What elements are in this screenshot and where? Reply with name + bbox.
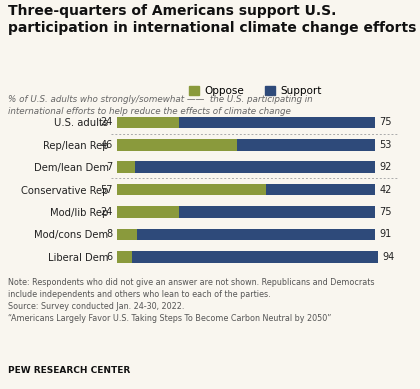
Text: Three-quarters of Americans support U.S.
participation in international climate : Three-quarters of Americans support U.S.… bbox=[8, 4, 417, 35]
Bar bbox=[135, 161, 375, 173]
Bar bbox=[137, 229, 375, 240]
Bar bbox=[116, 229, 137, 240]
Text: 8: 8 bbox=[107, 230, 113, 240]
Text: 42: 42 bbox=[379, 185, 392, 194]
Text: 24: 24 bbox=[100, 207, 113, 217]
Bar bbox=[179, 206, 375, 218]
Text: PEW RESEARCH CENTER: PEW RESEARCH CENTER bbox=[8, 366, 131, 375]
Text: 91: 91 bbox=[379, 230, 391, 240]
Text: 94: 94 bbox=[382, 252, 394, 262]
Text: Note: Respondents who did not give an answer are not shown. Republicans and Demo: Note: Respondents who did not give an an… bbox=[8, 278, 375, 322]
Bar bbox=[116, 161, 135, 173]
Bar bbox=[116, 251, 132, 263]
Bar bbox=[179, 117, 375, 128]
Text: 24: 24 bbox=[100, 117, 113, 127]
Text: 57: 57 bbox=[100, 185, 113, 194]
Legend: Oppose, Support: Oppose, Support bbox=[184, 82, 326, 100]
Text: 92: 92 bbox=[379, 162, 392, 172]
Bar bbox=[116, 117, 179, 128]
Text: 53: 53 bbox=[379, 140, 392, 150]
Text: 7: 7 bbox=[106, 162, 113, 172]
Text: % of U.S. adults who strongly/somewhat ——  the U.S. participating in
internation: % of U.S. adults who strongly/somewhat —… bbox=[8, 95, 313, 116]
Bar bbox=[237, 139, 375, 151]
Text: 46: 46 bbox=[100, 140, 113, 150]
Bar bbox=[116, 139, 237, 151]
Text: 6: 6 bbox=[107, 252, 113, 262]
Bar bbox=[116, 184, 265, 195]
Text: 75: 75 bbox=[379, 117, 392, 127]
Bar bbox=[265, 184, 375, 195]
Text: 75: 75 bbox=[379, 207, 392, 217]
Bar bbox=[132, 251, 378, 263]
Bar bbox=[116, 206, 179, 218]
